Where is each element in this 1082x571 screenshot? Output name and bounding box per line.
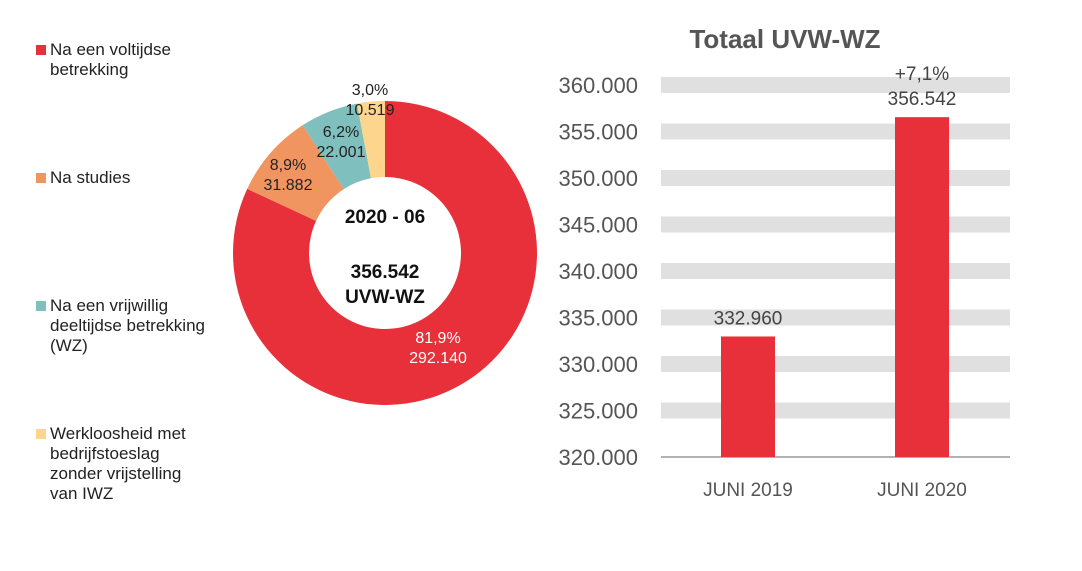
slice-value-label: 22.001 — [317, 144, 366, 161]
bar — [721, 336, 775, 457]
slice-value-label: 31.882 — [264, 177, 313, 194]
slice-percent-label: 81,9% — [415, 330, 460, 347]
donut-slice — [247, 125, 344, 221]
slice-percent-label: 6,2% — [323, 124, 359, 141]
legend-item: Na studies — [36, 168, 226, 188]
legend-label: Na een voltijdse betrekking — [50, 40, 171, 79]
y-tick-label: 325.000 — [558, 399, 638, 424]
change-label: +7,1% — [895, 64, 950, 85]
y-tick-label: 360.000 — [558, 73, 638, 98]
gridline-band — [661, 263, 1010, 279]
gridline-band — [661, 402, 1010, 419]
donut-center-total: 356.542 — [351, 262, 420, 283]
chart-title: Totaal UVW-WZ — [689, 24, 880, 54]
slice-percent-label: 3,0% — [352, 82, 388, 99]
legend-swatch — [36, 429, 46, 439]
legend-item: Werkloosheid met bedrijfstoeslag zonder … — [36, 424, 226, 504]
y-tick-label: 355.000 — [558, 120, 638, 145]
legend-swatch — [36, 45, 46, 55]
legend-label: Na studies — [50, 168, 131, 187]
x-tick-label: JUNI 2019 — [703, 480, 793, 501]
legend-swatch — [36, 301, 46, 311]
bar — [895, 117, 949, 458]
slice-value-label: 10.519 — [346, 102, 395, 119]
y-tick-label: 320.000 — [558, 445, 638, 470]
legend-label: Na een vrijwillig deeltijdse betrekking … — [50, 296, 205, 355]
gridline-band — [661, 216, 1010, 233]
bar-value-label: 356.542 — [888, 89, 957, 110]
gridline-band — [661, 356, 1010, 372]
donut-center-unit: UVW-WZ — [345, 287, 425, 308]
y-tick-label: 345.000 — [558, 213, 638, 238]
slice-percent-label: 8,9% — [270, 157, 306, 174]
y-tick-label: 350.000 — [558, 166, 638, 191]
bar-value-label: 332.960 — [714, 308, 783, 329]
donut-slice — [233, 101, 538, 406]
legend-label: Werkloosheid met bedrijfstoeslag zonder … — [50, 424, 186, 503]
donut-slice — [356, 101, 385, 179]
gridline-band — [661, 77, 1010, 93]
y-tick-label: 335.000 — [558, 306, 638, 331]
legend-item: Na een vrijwillig deeltijdse betrekking … — [36, 296, 226, 356]
legend-item: Na een voltijdse betrekking — [36, 40, 226, 80]
x-tick-label: JUNI 2020 — [877, 480, 967, 501]
donut-center-period: 2020 - 06 — [345, 207, 425, 228]
slice-value-label: 292.140 — [409, 350, 467, 367]
gridline-band — [661, 170, 1010, 186]
y-tick-label: 330.000 — [558, 352, 638, 377]
legend-swatch — [36, 173, 46, 183]
gridline-band — [661, 123, 1010, 140]
donut-slice — [302, 103, 371, 190]
y-tick-label: 340.000 — [558, 259, 638, 284]
